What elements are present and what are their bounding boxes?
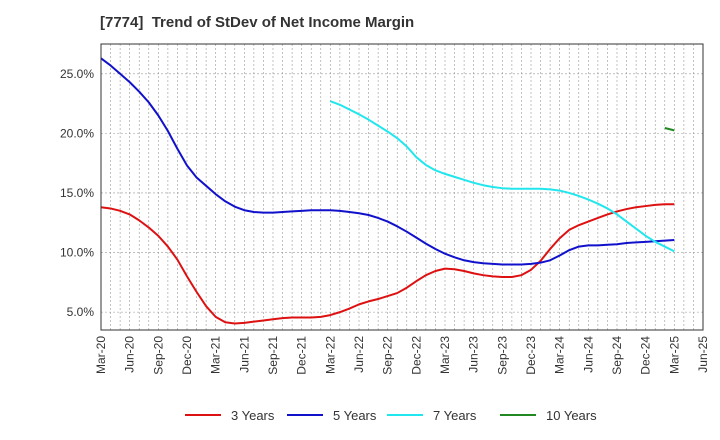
y-tick-label: 20.0% bbox=[60, 126, 94, 140]
chart-title: [7774] Trend of StDev of Net Income Marg… bbox=[100, 14, 415, 31]
legend: 3 Years 5 Years 7 Years 10 Years bbox=[0, 404, 720, 426]
x-tick-label: Sep-22 bbox=[381, 336, 395, 375]
legend-label: 10 Years bbox=[546, 407, 597, 423]
series-line-10-years bbox=[664, 127, 675, 132]
y-tick-label: 5.0% bbox=[67, 305, 95, 319]
x-tick-label: Mar-22 bbox=[323, 336, 337, 374]
y-tick-label: 25.0% bbox=[60, 67, 94, 81]
plot-area-frame bbox=[100, 43, 704, 331]
legend-item: 5 Years bbox=[287, 404, 376, 426]
x-tick-label: Jun-25 bbox=[696, 336, 710, 373]
x-axis-tick-labels: Mar-20 Jun-20 Sep-20 Dec-20 Mar-21 Jun-21 Sep-… bbox=[94, 336, 710, 375]
series-line-7-years bbox=[329, 100, 675, 253]
x-tick-label: Dec-20 bbox=[180, 336, 194, 375]
grid-lines bbox=[100, 44, 704, 330]
x-tick-label: Jun-24 bbox=[581, 336, 595, 373]
legend-swatch bbox=[185, 414, 221, 416]
legend-label: 5 Years bbox=[333, 407, 377, 423]
x-tick-label: Sep-20 bbox=[151, 336, 165, 375]
y-tick-label: 10.0% bbox=[60, 246, 94, 260]
x-tick-label: Mar-20 bbox=[94, 336, 108, 374]
legend-label: 7 Years bbox=[433, 407, 477, 423]
x-tick-label: Jun-21 bbox=[237, 336, 251, 373]
legend-item: 3 Years bbox=[185, 404, 274, 426]
x-tick-label: Dec-21 bbox=[295, 336, 309, 375]
legend-item: 7 Years bbox=[387, 404, 476, 426]
x-tick-label: Sep-24 bbox=[610, 336, 624, 375]
x-tick-label: Dec-23 bbox=[524, 336, 538, 375]
x-tick-label: Jun-22 bbox=[352, 336, 366, 373]
x-tick-label: Mar-24 bbox=[553, 336, 567, 374]
x-tick-label: Sep-21 bbox=[266, 336, 280, 375]
x-tick-label: Jun-20 bbox=[123, 336, 137, 373]
legend-swatch bbox=[287, 414, 323, 416]
series-line-5-years bbox=[100, 57, 675, 266]
x-tick-label: Mar-23 bbox=[438, 336, 452, 374]
x-tick-label: Jun-23 bbox=[467, 336, 481, 373]
y-tick-label: 15.0% bbox=[60, 186, 94, 200]
x-tick-label: Mar-25 bbox=[667, 336, 681, 374]
x-tick-label: Dec-22 bbox=[409, 336, 423, 375]
x-tick-label: Sep-23 bbox=[495, 336, 509, 375]
y-axis-tick-labels: 5.0% 10.0% 15.0% 20.0% 25.0% bbox=[60, 67, 94, 319]
x-tick-label: Dec-24 bbox=[639, 336, 653, 375]
legend-item: 10 Years bbox=[500, 404, 597, 426]
series-line-3-years bbox=[100, 203, 675, 325]
legend-swatch bbox=[500, 414, 536, 416]
legend-label: 3 Years bbox=[231, 407, 275, 423]
series-lines bbox=[100, 57, 675, 325]
x-tick-label: Mar-21 bbox=[209, 336, 223, 374]
legend-swatch bbox=[387, 414, 423, 416]
